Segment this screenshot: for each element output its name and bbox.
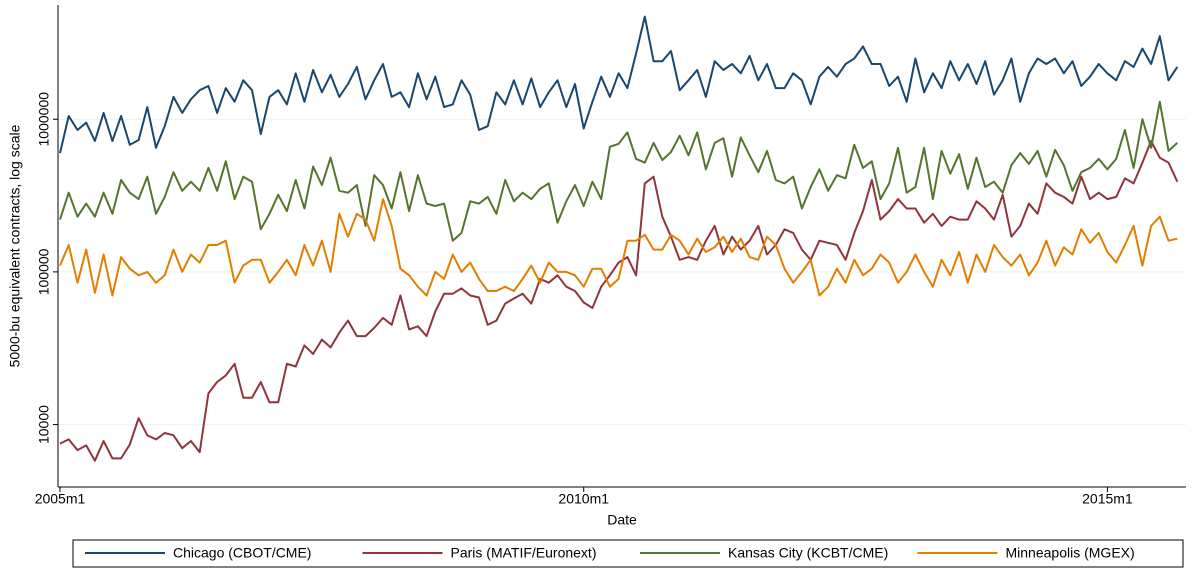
y-axis-title: 5000-bu equivalent contracts, log scale <box>7 124 23 367</box>
legend-label: Kansas City (KCBT/CME) <box>728 545 888 561</box>
y-tick-label: 10000 <box>36 405 52 444</box>
series-line <box>59 100 1178 242</box>
x-axis-title: Date <box>607 512 637 528</box>
series-line <box>59 198 1178 297</box>
series-line <box>59 140 1179 462</box>
x-tick-label: 2005m1 <box>35 491 86 507</box>
legend-box <box>72 539 1184 568</box>
legend-label: Minneapolis (MGEX) <box>1006 545 1135 561</box>
legend-label: Paris (MATIF/Euronext) <box>451 545 597 561</box>
legend-label: Chicago (CBOT/CME) <box>173 545 311 561</box>
x-tick-label: 2015m1 <box>1082 491 1133 507</box>
y-tick-label: 1000000 <box>36 92 52 147</box>
y-tick-label: 100000 <box>36 248 52 295</box>
series-line <box>59 15 1179 154</box>
x-tick-label: 2010m1 <box>558 491 609 507</box>
